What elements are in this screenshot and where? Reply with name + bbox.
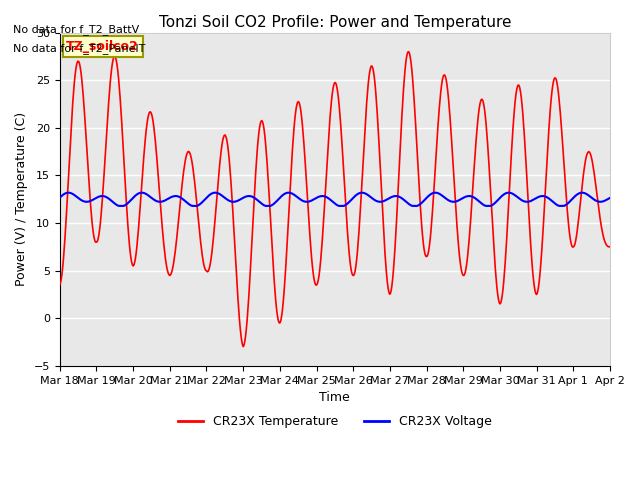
Text: No data for f_T2_PanelT: No data for f_T2_PanelT — [13, 43, 145, 54]
Title: Tonzi Soil CO2 Profile: Power and Temperature: Tonzi Soil CO2 Profile: Power and Temper… — [159, 15, 511, 30]
Y-axis label: Power (V) / Temperature (C): Power (V) / Temperature (C) — [15, 112, 28, 286]
Text: No data for f_T2_BattV: No data for f_T2_BattV — [13, 24, 139, 35]
X-axis label: Time: Time — [319, 391, 350, 404]
Legend: CR23X Temperature, CR23X Voltage: CR23X Temperature, CR23X Voltage — [173, 410, 497, 433]
Text: TZ_soilco2: TZ_soilco2 — [67, 40, 139, 53]
